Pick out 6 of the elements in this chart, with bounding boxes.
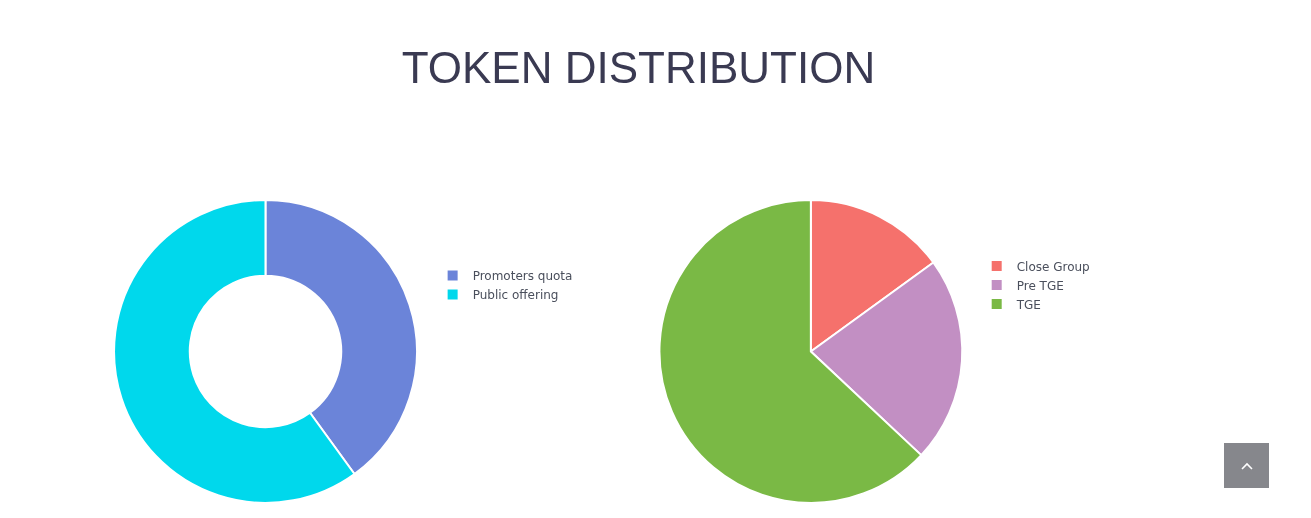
legend-label: Close Group <box>1016 259 1090 274</box>
legend-label: TGE <box>1015 297 1041 312</box>
chart-title: TOKEN DISTRIBUTION <box>401 42 876 92</box>
legend-label: Public offering <box>472 288 559 303</box>
legend-label: Promoters quota <box>472 269 573 284</box>
legend-label: Pre TGE <box>1016 278 1064 293</box>
